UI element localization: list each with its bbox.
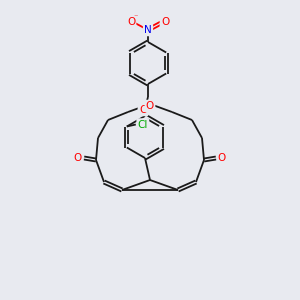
Text: O: O: [218, 153, 226, 163]
Text: N: N: [144, 25, 152, 35]
Text: O: O: [74, 153, 82, 163]
Text: O: O: [127, 17, 135, 27]
Text: O: O: [161, 17, 169, 27]
Text: ⁻: ⁻: [134, 13, 138, 22]
Text: Cl: Cl: [138, 119, 148, 130]
Text: O: O: [146, 101, 154, 111]
Text: O: O: [139, 105, 147, 115]
